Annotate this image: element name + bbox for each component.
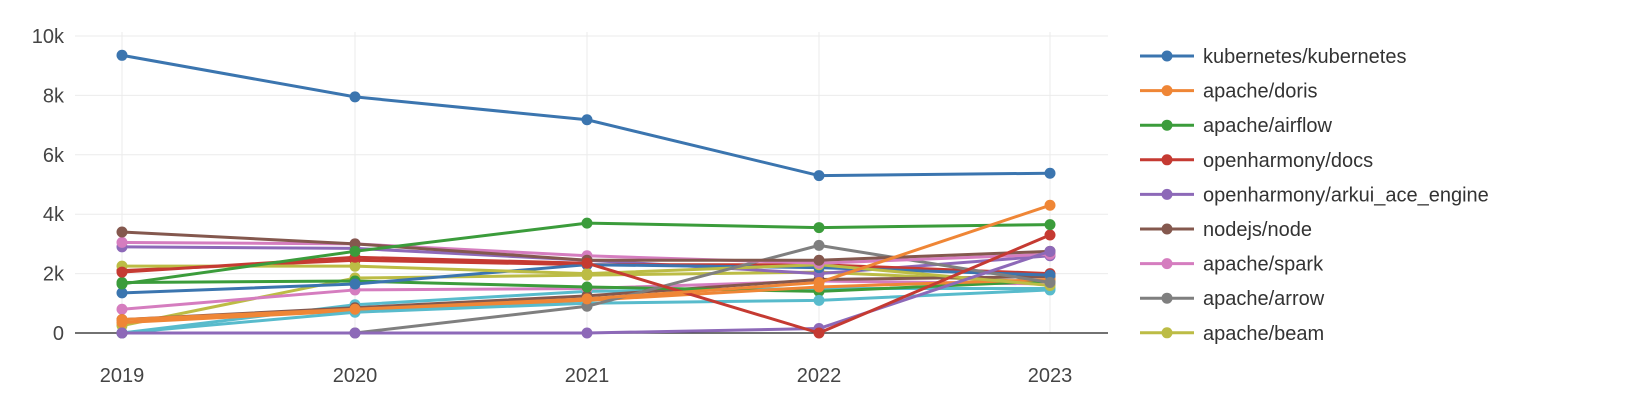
data-point: [349, 245, 361, 257]
data-point: [813, 222, 825, 234]
data-point: [581, 281, 593, 293]
legend-item[interactable]: kubernetes/kubernetes: [1140, 46, 1406, 68]
data-point: [116, 314, 128, 326]
legend-item[interactable]: nodejs/node: [1140, 219, 1312, 241]
legend-swatch-marker: [1161, 154, 1173, 166]
legend: kubernetes/kubernetes apache/doris apache/…: [1140, 46, 1489, 345]
data-point: [116, 303, 128, 315]
data-point: [581, 268, 593, 280]
data-point: [581, 217, 593, 229]
legend-item[interactable]: apache/doris: [1140, 81, 1318, 103]
legend-swatch-marker: [1161, 292, 1173, 304]
data-point: [581, 257, 593, 269]
y-tick-label: 6k: [43, 145, 65, 167]
data-point: [1044, 167, 1056, 179]
legend-label: openharmony/docs: [1203, 150, 1373, 172]
legend-swatch-marker: [1161, 188, 1173, 200]
legend-swatch-marker: [1161, 327, 1173, 339]
y-tick-label: 8k: [43, 85, 65, 107]
data-point: [116, 327, 128, 339]
data-point: [1044, 277, 1056, 289]
series-openharmony-arkui-ace-engine: [116, 245, 1056, 339]
data-point: [1044, 245, 1056, 257]
data-point: [349, 260, 361, 272]
x-tick-label: 2021: [565, 365, 610, 387]
data-point: [116, 287, 128, 299]
data-point: [1044, 219, 1056, 231]
data-point: [116, 49, 128, 61]
legend-label: openharmony/arkui_ace_engine: [1203, 184, 1489, 206]
legend-label: apache/airflow: [1203, 115, 1333, 137]
legend-item[interactable]: apache/beam: [1140, 323, 1324, 345]
plot-area: [116, 49, 1056, 339]
data-point: [813, 239, 825, 251]
data-point: [1044, 199, 1056, 211]
data-point: [116, 278, 128, 290]
legend-label: apache/doris: [1203, 81, 1318, 103]
data-point: [349, 327, 361, 339]
legend-label: nodejs/node: [1203, 219, 1312, 241]
legend-label: apache/arrow: [1203, 288, 1325, 310]
axes: 0 2k 4k 6k 8k 10k 2019 2020 2021 2022 2023: [32, 26, 1108, 387]
data-point: [813, 327, 825, 339]
legend-item[interactable]: apache/spark: [1140, 254, 1324, 276]
legend-swatch-marker: [1161, 119, 1173, 131]
data-point: [813, 294, 825, 306]
data-point: [349, 303, 361, 315]
y-tick-label: 2k: [43, 264, 65, 286]
data-point: [1044, 229, 1056, 241]
data-point: [813, 170, 825, 182]
series-apache-airflow: [116, 217, 1056, 290]
data-point: [581, 327, 593, 339]
legend-label: apache/beam: [1203, 323, 1324, 345]
x-tick-label: 2022: [797, 365, 842, 387]
y-tick-label: 4k: [43, 204, 65, 226]
legend-swatch-marker: [1161, 223, 1173, 235]
legend-label: kubernetes/kubernetes: [1203, 46, 1406, 68]
legend-item[interactable]: apache/arrow: [1140, 288, 1325, 310]
data-point: [581, 114, 593, 126]
y-tick-label: 0: [53, 323, 64, 345]
x-tick-label: 2023: [1028, 365, 1073, 387]
data-point: [349, 91, 361, 103]
legend-item[interactable]: openharmony/docs: [1140, 150, 1373, 172]
legend-label: apache/spark: [1203, 254, 1324, 276]
legend-swatch-marker: [1161, 258, 1173, 270]
legend-item[interactable]: apache/airflow: [1140, 115, 1333, 137]
data-point: [349, 278, 361, 290]
data-point: [813, 254, 825, 266]
legend-swatch-marker: [1161, 85, 1173, 97]
data-point: [116, 266, 128, 278]
legend-swatch-marker: [1161, 50, 1173, 62]
x-tick-label: 2019: [100, 365, 145, 387]
legend-item[interactable]: openharmony/arkui_ace_engine: [1140, 184, 1489, 206]
data-point: [813, 277, 825, 289]
data-point: [116, 236, 128, 248]
y-tick-label: 10k: [32, 26, 65, 48]
data-point: [581, 293, 593, 305]
series-kubernetes-kubernetes: [116, 49, 1056, 182]
data-point: [116, 226, 128, 238]
series-apache-doris: [116, 199, 1056, 326]
x-tick-label: 2020: [333, 365, 378, 387]
